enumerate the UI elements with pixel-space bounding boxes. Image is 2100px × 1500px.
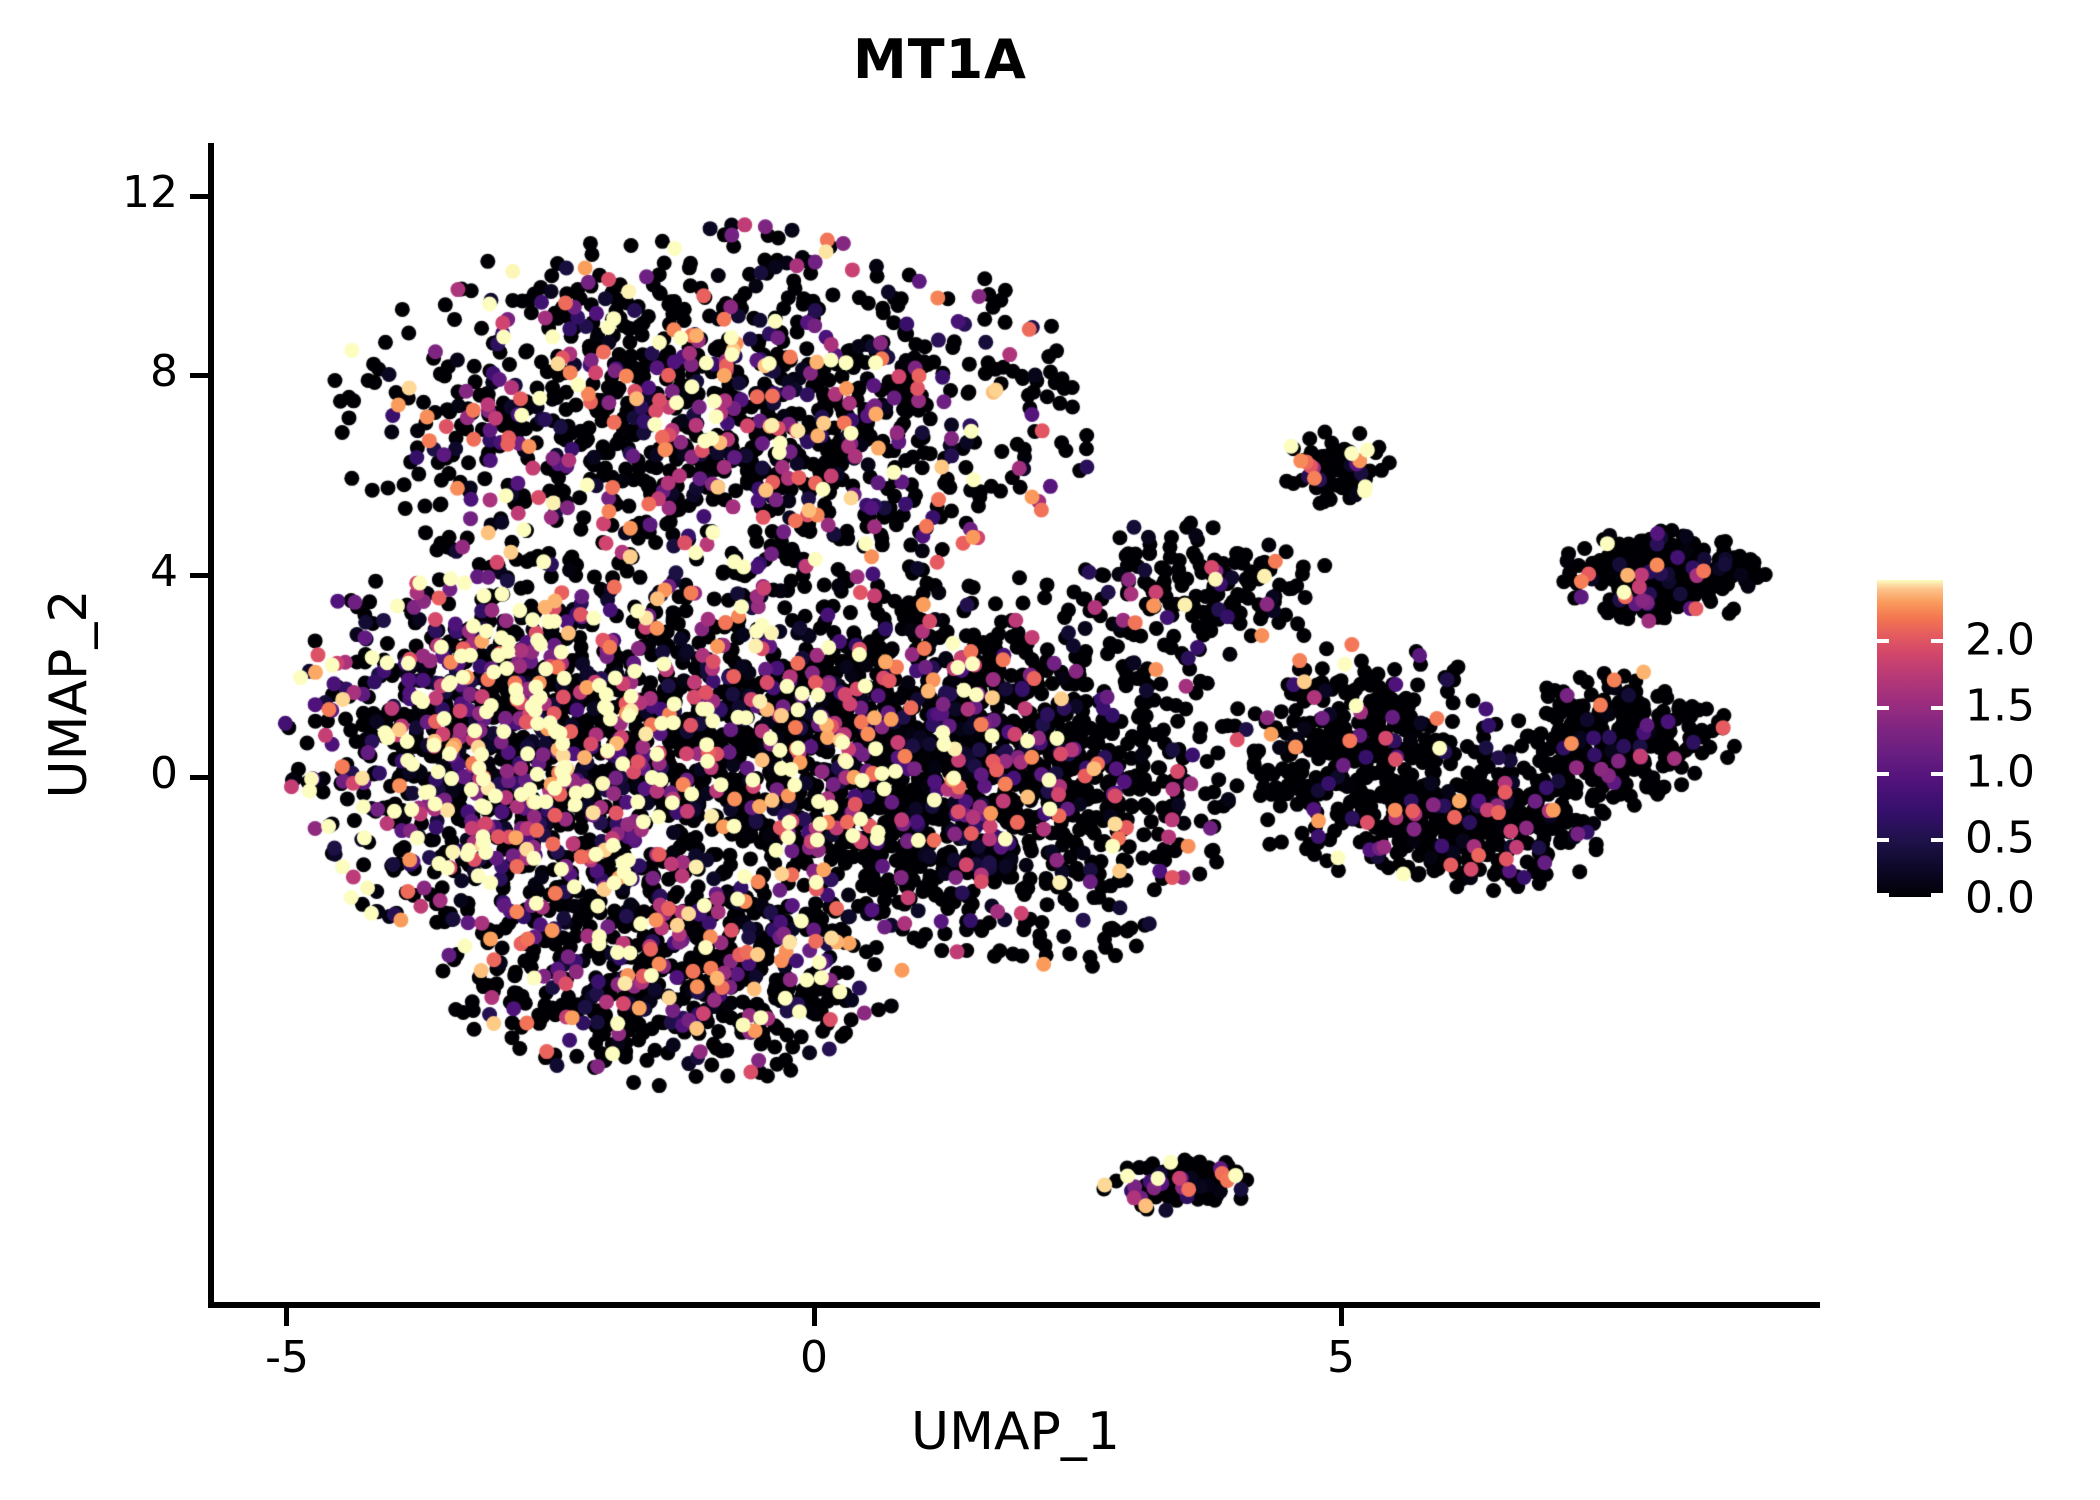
- colorbar-tick-1-5-right: [1931, 706, 1943, 710]
- plot-area[interactable]: [211, 143, 1820, 1305]
- x-tick-label-minus5: -5: [265, 1332, 309, 1383]
- x-tick-mark-5: [1339, 1308, 1344, 1326]
- colorbar-tick-0-5-left: [1877, 838, 1889, 842]
- y-tick-mark-8: [190, 373, 208, 378]
- y-tick-mark-4: [190, 573, 208, 578]
- page-title: MT1A: [853, 28, 1027, 91]
- colorbar-label-2-0: 2.0: [1965, 614, 2035, 666]
- colorbar[interactable]: 2.0 1.5 1.0 0.5 0.0: [1877, 580, 2097, 924]
- x-axis-spine: [208, 1302, 1820, 1308]
- colorbar-label-0-5: 0.5: [1965, 812, 2035, 864]
- colorbar-tick-0-0-right: [1931, 893, 1943, 897]
- y-tick-label-8: 8: [150, 346, 178, 397]
- colorbar-label-0-0: 0.0: [1965, 872, 2035, 924]
- colorbar-label-1-5: 1.5: [1965, 680, 2035, 732]
- colorbar-label-1-0: 1.0: [1965, 746, 2035, 798]
- y-tick-label-12: 12: [122, 167, 178, 218]
- y-tick-mark-0: [190, 775, 208, 780]
- colorbar-tick-1-0-left: [1877, 772, 1889, 776]
- colorbar-tick-2-0-right: [1931, 639, 1943, 643]
- x-tick-label-5: 5: [1327, 1332, 1355, 1383]
- colorbar-tick-1-5-left: [1877, 706, 1889, 710]
- y-tick-label-0: 0: [150, 748, 178, 799]
- colorbar-gradient: [1877, 580, 1943, 897]
- y-tick-label-4: 4: [150, 546, 178, 597]
- x-tick-label-0: 0: [800, 1332, 828, 1383]
- y-axis-spine: [208, 143, 214, 1308]
- x-tick-mark-minus5: [284, 1308, 289, 1326]
- y-axis-title: UMAP_2: [39, 589, 99, 799]
- x-tick-mark-0: [812, 1308, 817, 1326]
- scatter-plot-canvas[interactable]: [211, 143, 1820, 1305]
- x-axis-title: UMAP_1: [911, 1402, 1120, 1462]
- colorbar-tick-1-0-right: [1931, 772, 1943, 776]
- colorbar-tick-2-0-left: [1877, 639, 1889, 643]
- colorbar-tick-0-0-left: [1877, 893, 1889, 897]
- y-tick-mark-12: [190, 194, 208, 199]
- colorbar-tick-0-5-right: [1931, 838, 1943, 842]
